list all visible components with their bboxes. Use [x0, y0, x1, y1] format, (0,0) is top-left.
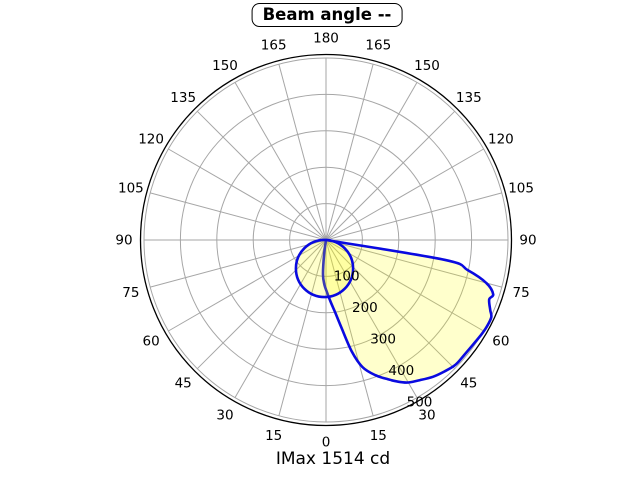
angle-label: 165 [365, 38, 391, 54]
polar-grid-spoke [325, 239, 502, 288]
polar-outer-circle [139, 53, 513, 427]
radial-tick-label: 300 [370, 332, 396, 348]
polar-grid-ring [216, 130, 436, 350]
angle-label: 60 [143, 334, 160, 350]
angle-label: 90 [115, 233, 132, 249]
polar-grid-spoke [196, 110, 327, 241]
polar-grid-spoke [278, 239, 327, 416]
polar-grid-spoke [234, 239, 327, 398]
polar-grid-spoke [168, 148, 327, 241]
polar-grid-ring [143, 57, 509, 423]
polar-grid-spoke [234, 82, 327, 241]
polar-grid-spoke [150, 239, 327, 288]
beam-angle-title: Beam angle -- [251, 3, 403, 27]
angle-label: 150 [212, 58, 238, 74]
angle-label: 120 [138, 132, 164, 148]
radial-tick-label: 500 [407, 395, 433, 411]
polar-grid-spoke [325, 110, 456, 241]
angle-label: 60 [492, 334, 509, 350]
angle-label: 120 [488, 132, 514, 148]
polar-grid-spoke [325, 239, 374, 416]
angle-label: 0 [322, 435, 331, 451]
radial-tick-label: 200 [352, 300, 378, 316]
beam-angle-title-label: Beam angle -- [262, 5, 392, 24]
angle-label: 15 [370, 428, 387, 444]
angle-label: 105 [508, 180, 534, 196]
angle-label: 75 [122, 285, 139, 301]
angle-label: 45 [175, 376, 192, 392]
polar-grid-ring [252, 166, 400, 314]
angle-label: 30 [418, 408, 435, 424]
angle-label: 180 [313, 31, 339, 47]
polar-grid-spoke [325, 192, 502, 241]
radial-tick-label: 400 [388, 363, 414, 379]
angle-label: 45 [460, 376, 477, 392]
polar-grid-ring [179, 93, 473, 387]
angle-label: 165 [261, 38, 287, 54]
polar-grid-spoke [196, 239, 327, 370]
intensity-curve-cross-lobe [294, 238, 355, 299]
angle-label: 150 [414, 58, 440, 74]
polar-grid-spoke [150, 192, 327, 241]
angle-label: 15 [265, 428, 282, 444]
radial-tick-label: 100 [334, 269, 360, 285]
polar-grid-spoke [325, 239, 456, 370]
imax-caption: IMax 1514 cd [275, 449, 391, 469]
angle-label: 135 [170, 90, 196, 106]
polar-grid-spoke [325, 64, 374, 241]
angle-label: 75 [513, 285, 530, 301]
polar-grid-spoke [325, 148, 484, 241]
angle-label: 135 [456, 90, 482, 106]
intensity-curve-main-lobe [321, 238, 495, 384]
polar-grid-spoke [325, 239, 418, 398]
polar-grid-spoke [278, 64, 327, 241]
polar-grid-spoke [325, 239, 484, 332]
polar-grid-ring [289, 203, 363, 277]
angle-label: 30 [216, 408, 233, 424]
angle-label: 90 [519, 233, 536, 249]
angle-label: 105 [118, 180, 144, 196]
polar-grid-spoke [325, 82, 418, 241]
